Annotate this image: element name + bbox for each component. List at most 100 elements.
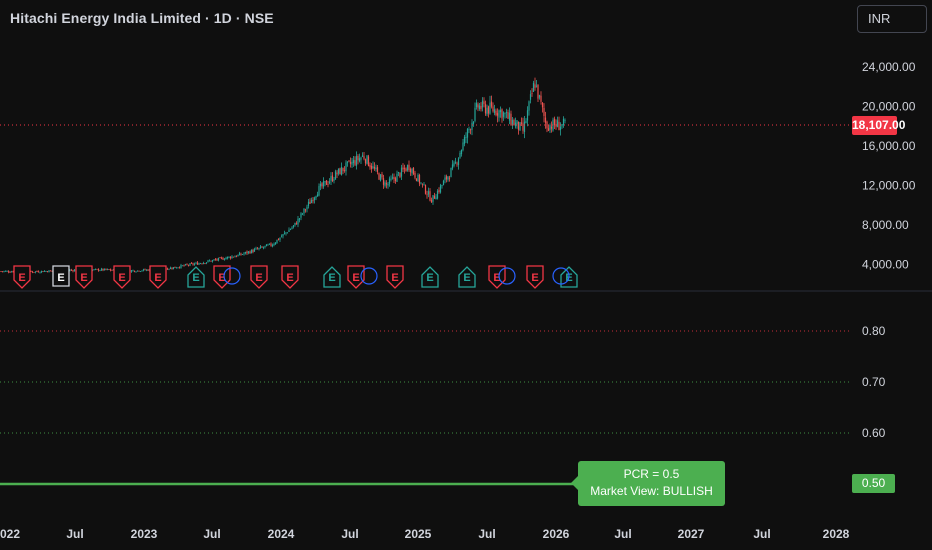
- candle-body: [390, 178, 392, 180]
- candle-body: [108, 269, 110, 271]
- earnings-marker-label: E: [255, 272, 262, 284]
- candle-body: [279, 237, 281, 240]
- earnings-marker[interactable]: E: [187, 266, 205, 288]
- candle-body: [10, 271, 13, 273]
- candle-body: [388, 178, 391, 184]
- time-tick-label: 2025: [405, 527, 432, 541]
- candle-body: [517, 121, 520, 130]
- candle-body: [72, 270, 74, 272]
- candle-body: [97, 268, 100, 271]
- candle-body: [528, 101, 530, 111]
- candle-body: [240, 253, 242, 255]
- candle-body: [334, 171, 337, 180]
- candle-body: [498, 110, 500, 118]
- candle-body: [34, 271, 37, 273]
- candle-body: [211, 260, 214, 262]
- candle-body: [546, 121, 548, 129]
- time-tick-label: Jul: [614, 527, 631, 541]
- candle-body: [321, 183, 323, 187]
- candle-body: [51, 270, 53, 272]
- dividend-marker-icon[interactable]: [360, 267, 378, 285]
- candle-body: [514, 122, 517, 127]
- candle-body: [258, 247, 260, 249]
- candle-body: [204, 263, 206, 264]
- dividend-marker-icon[interactable]: [223, 267, 241, 285]
- candle-body: [325, 180, 328, 185]
- dividend-marker-icon[interactable]: [498, 267, 516, 285]
- candle-body: [12, 271, 14, 273]
- candle-body: [324, 181, 326, 183]
- candle-body: [276, 239, 278, 244]
- earnings-marker[interactable]: E: [281, 265, 299, 289]
- candle-body: [333, 179, 335, 181]
- candle-body: [436, 191, 439, 199]
- candle-body: [424, 184, 427, 194]
- candle-body: [468, 128, 470, 130]
- earnings-marker-shape: [281, 265, 299, 289]
- price-tick-label: 12,000.00: [862, 178, 916, 192]
- price-tick-label: 16,000.00: [862, 139, 916, 153]
- candle-body: [375, 167, 377, 170]
- earnings-marker-shape: [52, 265, 70, 287]
- earnings-marker-shape: [13, 265, 31, 289]
- earnings-marker[interactable]: E: [113, 265, 131, 289]
- candle-body: [318, 186, 320, 196]
- candle-body: [346, 161, 349, 163]
- candle-body: [391, 177, 394, 179]
- time-tick-label: 2023: [131, 527, 158, 541]
- earnings-marker[interactable]: E: [386, 265, 404, 289]
- candle-body: [139, 271, 142, 273]
- earnings-marker[interactable]: E: [347, 265, 365, 289]
- candle-body: [511, 119, 514, 126]
- currency-button[interactable]: INR: [857, 5, 927, 33]
- candle-body: [180, 265, 182, 268]
- candle-body: [448, 177, 451, 179]
- candle-body: [363, 156, 365, 159]
- earnings-marker-shape: [458, 266, 476, 288]
- pcr-axis: 0.80 0.70 0.60: [0, 324, 886, 440]
- earnings-marker[interactable]: E: [323, 266, 341, 288]
- earnings-marker[interactable]: E: [250, 265, 268, 289]
- candle-body: [303, 208, 305, 214]
- earnings-marker-shape: [526, 265, 544, 289]
- candle-body: [499, 110, 502, 113]
- candle-body: [451, 164, 454, 169]
- time-tick-label: Jul: [478, 527, 495, 541]
- candle-body: [387, 183, 389, 186]
- earnings-marker[interactable]: E: [526, 265, 544, 289]
- earnings-marker[interactable]: E: [421, 266, 439, 288]
- candle-body: [339, 168, 341, 175]
- candle-body: [96, 268, 98, 270]
- earnings-marker[interactable]: E: [458, 266, 476, 288]
- candle-body: [181, 265, 184, 267]
- earnings-marker-shape: [187, 266, 205, 288]
- candle-body: [270, 243, 272, 246]
- earnings-marker-label: E: [426, 272, 433, 284]
- candle-body: [292, 225, 295, 227]
- pcr-tick-label: 0.80: [862, 324, 886, 338]
- earnings-marker[interactable]: E: [75, 265, 93, 289]
- candle-body: [186, 264, 188, 266]
- earnings-marker[interactable]: E: [149, 265, 167, 289]
- candle-body: [474, 107, 476, 121]
- dividend-marker-icon[interactable]: [552, 267, 570, 285]
- candle-body: [438, 190, 440, 192]
- time-tick-label: Jul: [753, 527, 770, 541]
- candle-body: [394, 178, 397, 182]
- candle-body: [531, 92, 533, 94]
- earnings-marker[interactable]: E: [52, 265, 70, 287]
- candle-body: [555, 124, 557, 127]
- candle-body: [507, 112, 509, 119]
- candle-body: [256, 248, 259, 250]
- candle-body: [477, 104, 479, 108]
- pcr-value-label: 0.50: [852, 474, 895, 493]
- candle-body: [231, 256, 233, 259]
- candle-body: [268, 243, 271, 245]
- candle-body: [315, 196, 317, 199]
- candle-body: [105, 268, 107, 270]
- candle-body: [403, 168, 406, 170]
- candle-body: [525, 120, 527, 123]
- candle-body: [361, 155, 364, 157]
- earnings-marker[interactable]: E: [13, 265, 31, 289]
